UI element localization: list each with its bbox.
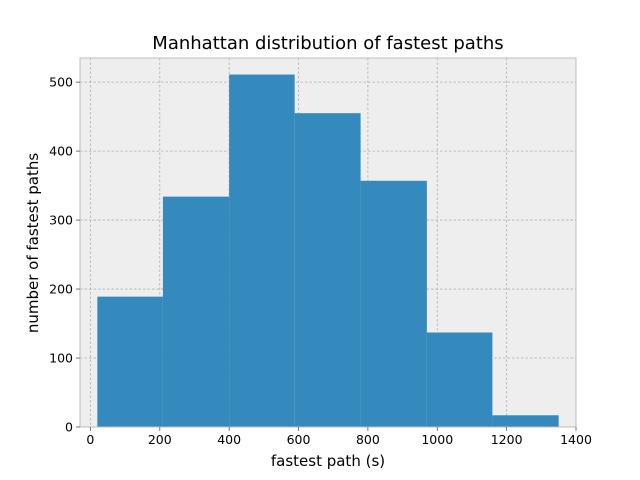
x-tick-label: 400 [217,432,241,447]
y-axis: 0 100 200 300 400 500 [49,75,80,435]
chart-title: Manhattan distribution of fastest paths [152,33,503,54]
y-tick-label: 0 [65,420,73,435]
x-tick-label: 1000 [421,432,453,447]
x-tick-label: 800 [356,432,380,447]
y-tick-label: 400 [49,144,73,159]
bars-group [97,74,559,428]
histogram-bar-2 [162,196,230,427]
y-tick-label: 500 [49,75,73,90]
y-tick-label: 300 [49,213,73,228]
histogram-bar-1 [97,296,163,427]
y-axis-label: number of fastest paths [24,153,42,334]
histogram-bar-4 [294,113,361,428]
histogram-bar-5 [360,180,427,427]
x-axis: 0 200 400 600 800 1000 1200 1400 [86,427,592,447]
x-tick-label: 1200 [491,432,523,447]
y-tick-label: 100 [49,351,73,366]
histogram-bar-6 [426,332,493,427]
x-tick-label: 1400 [560,432,592,447]
histogram-bar-3 [229,74,295,427]
plot-frame [79,57,577,428]
x-tick-label: 600 [287,432,311,447]
x-tick-label: 0 [86,432,94,447]
x-tick-label: 200 [148,432,172,447]
y-tick-label: 200 [49,282,73,297]
x-axis-label: fastest path (s) [271,452,385,470]
histogram-bar-7 [492,415,559,427]
